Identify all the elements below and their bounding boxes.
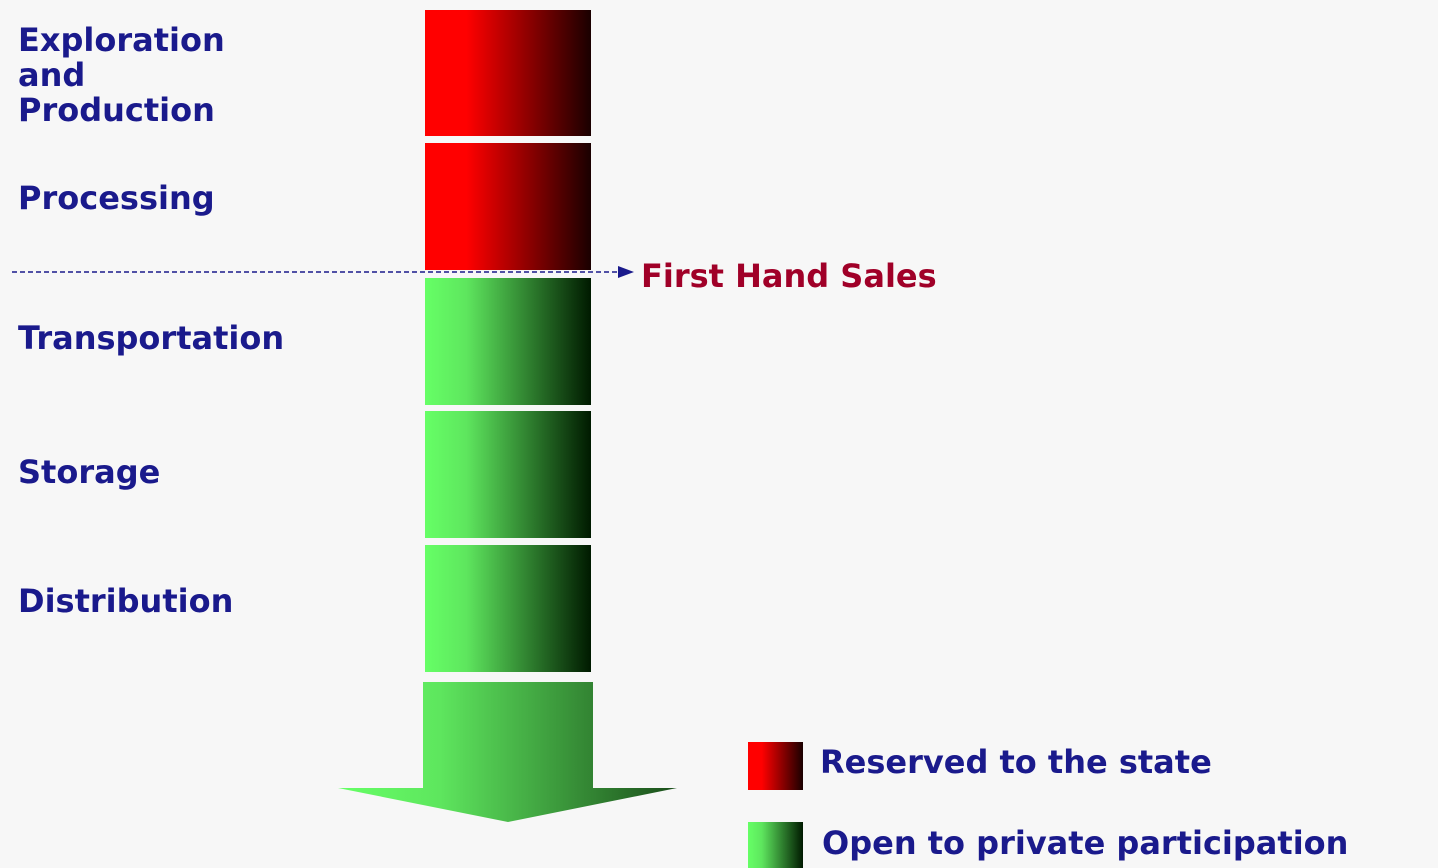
annotation: First Hand Sales [641, 257, 937, 295]
stage-block [425, 278, 591, 405]
stage-label: Transportation [18, 319, 285, 357]
legend-swatch [748, 822, 803, 868]
stage-block [425, 545, 591, 672]
stage-label: Processing [18, 179, 215, 217]
stage-block [425, 411, 591, 538]
flow-arrow [338, 682, 677, 822]
stage-label: Storage [18, 453, 161, 491]
legend-label: Reserved to the state [820, 743, 1212, 781]
legend-label: Open to private participation [822, 824, 1349, 862]
stage-label: Exploration and Production [18, 21, 225, 129]
legend-swatch [748, 742, 803, 790]
stage-block [425, 10, 591, 136]
stage-block [425, 143, 591, 270]
arrowhead [618, 266, 634, 278]
stage-label: Distribution [18, 582, 234, 620]
